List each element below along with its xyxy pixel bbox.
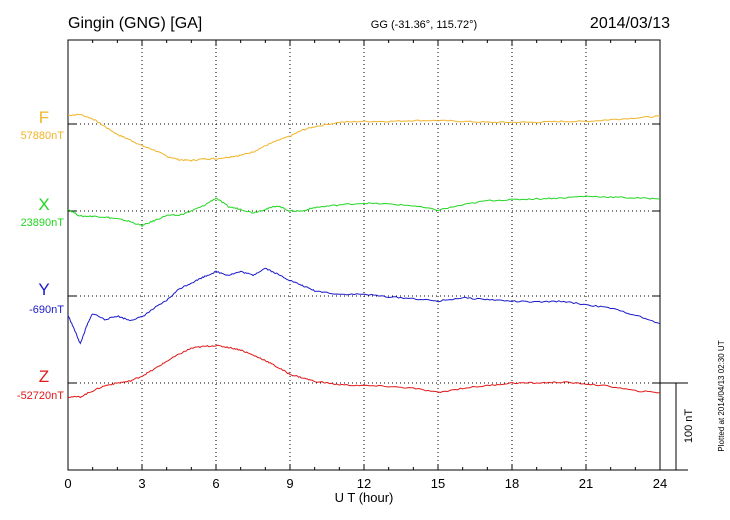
series-baseline-label-Z: -52720nT <box>17 390 64 402</box>
series-label-Y: Y <box>38 280 49 299</box>
series-line-F <box>67 113 661 162</box>
series-label-Z: Z <box>39 367 49 386</box>
station-title: Gingin (GNG) [GA] <box>68 15 202 32</box>
plotted-at-note: Plotted at 2014/04/13 02:30 UT <box>717 340 726 451</box>
series-line-X <box>67 195 661 228</box>
station-coords: GG (-31.36°, 115.72°) <box>371 19 477 31</box>
x-tick-label-0: 0 <box>64 476 71 491</box>
grid-lines <box>141 40 587 470</box>
x-tick-label-12: 12 <box>357 476 371 491</box>
series-label-X: X <box>38 195 49 214</box>
x-tick-label-21: 21 <box>579 476 593 491</box>
series-line-Y <box>67 267 661 345</box>
plot-date: 2014/03/13 <box>590 15 670 32</box>
series-baseline-label-F: 57880nT <box>21 130 65 142</box>
scale-bar-label: 100 nT <box>683 409 695 444</box>
series-baseline-label-X: 23890nT <box>21 217 65 229</box>
x-tick-label-24: 24 <box>653 476 667 491</box>
x-tick-label-6: 6 <box>212 476 219 491</box>
x-tick-label-18: 18 <box>505 476 519 491</box>
x-tick-label-9: 9 <box>286 476 293 491</box>
scale-bar: 100 nT <box>660 382 695 471</box>
series-label-F: F <box>39 108 49 127</box>
x-tick-label-15: 15 <box>431 476 445 491</box>
series-line-Z <box>67 344 661 399</box>
x-tick-label-3: 3 <box>138 476 145 491</box>
series-lines <box>67 113 661 399</box>
baseline-lines <box>68 123 660 384</box>
x-ticks: 0 3 6 9 12 15 18 21 24 <box>64 40 667 491</box>
series-baseline-label-Y: -690nT <box>29 304 64 316</box>
x-axis-label: U T (hour) <box>335 490 394 505</box>
series-labels: F 57880nT X 23890nT Y -690nT Z -52720nT <box>17 108 64 402</box>
